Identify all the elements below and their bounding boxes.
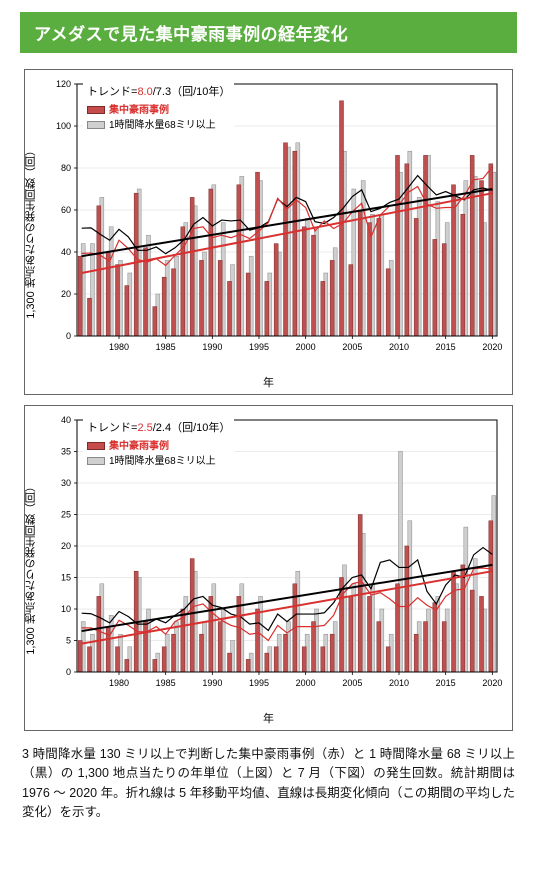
xlabel-top: 年	[29, 374, 508, 390]
svg-text:1985: 1985	[156, 678, 176, 688]
svg-text:2020: 2020	[482, 678, 502, 688]
svg-text:10: 10	[61, 604, 71, 614]
xlabel-bottom: 年	[29, 710, 508, 726]
svg-text:20: 20	[61, 541, 71, 551]
svg-text:40: 40	[61, 415, 71, 425]
svg-text:0: 0	[66, 331, 71, 341]
swatch-gray	[87, 121, 105, 129]
trend-prefix: トレンド=	[87, 422, 137, 434]
svg-text:120: 120	[56, 79, 71, 89]
svg-text:2015: 2015	[436, 678, 456, 688]
legend-red-label: 集中豪雨事例	[109, 103, 169, 118]
ylabel-top: 1,300 地点あたりの発生回数（回）	[23, 145, 39, 319]
legend-red-label: 集中豪雨事例	[109, 439, 169, 454]
svg-text:2005: 2005	[342, 342, 362, 352]
svg-text:80: 80	[61, 163, 71, 173]
svg-text:100: 100	[56, 121, 71, 131]
chart-annual: 1,300 地点あたりの発生回数（回） トレンド=8.0/7.3（回/10年） …	[24, 69, 513, 395]
svg-text:2005: 2005	[342, 678, 362, 688]
legend-row-gray: 1時間降水量68ミリ以上	[87, 454, 230, 469]
svg-text:1980: 1980	[109, 678, 129, 688]
trend-red-value: 8.0	[137, 86, 152, 98]
svg-text:2000: 2000	[296, 678, 316, 688]
legend-gray-label: 1時間降水量68ミリ以上	[109, 118, 216, 133]
legend-row-gray: 1時間降水量68ミリ以上	[87, 118, 230, 133]
svg-text:2010: 2010	[389, 678, 409, 688]
trend-top: トレンド=8.0/7.3（回/10年）	[87, 84, 230, 101]
svg-text:2000: 2000	[296, 342, 316, 352]
legend-row-red: 集中豪雨事例	[87, 103, 230, 118]
svg-text:1990: 1990	[202, 678, 222, 688]
legend-top: トレンド=8.0/7.3（回/10年） 集中豪雨事例 1時間降水量68ミリ以上	[83, 82, 234, 135]
svg-text:60: 60	[61, 205, 71, 215]
svg-text:1985: 1985	[156, 342, 176, 352]
svg-text:25: 25	[61, 510, 71, 520]
svg-text:2020: 2020	[482, 342, 502, 352]
trend-black-value: /2.4（回/10年）	[153, 422, 231, 434]
legend-bottom: トレンド=2.5/2.4（回/10年） 集中豪雨事例 1時間降水量68ミリ以上	[83, 418, 234, 471]
swatch-gray	[87, 457, 105, 465]
swatch-red	[87, 106, 105, 114]
trend-prefix: トレンド=	[87, 86, 137, 98]
svg-text:40: 40	[61, 247, 71, 257]
swatch-red	[87, 442, 105, 450]
trend-bottom: トレンド=2.5/2.4（回/10年）	[87, 420, 230, 437]
svg-text:1990: 1990	[202, 342, 222, 352]
ylabel-bottom: 1,300 地点あたりの発生回数（回）	[23, 481, 39, 655]
legend-row-red: 集中豪雨事例	[87, 439, 230, 454]
legend-gray-label: 1時間降水量68ミリ以上	[109, 454, 216, 469]
svg-text:1995: 1995	[249, 342, 269, 352]
svg-text:0: 0	[66, 667, 71, 677]
svg-text:1995: 1995	[249, 678, 269, 688]
caption: 3 時間降水量 130 ミリ以上で判断した集中豪雨事例（赤）と 1 時間降水量 …	[22, 745, 515, 823]
svg-text:2010: 2010	[389, 342, 409, 352]
svg-text:35: 35	[61, 447, 71, 457]
svg-text:30: 30	[61, 478, 71, 488]
svg-text:1980: 1980	[109, 342, 129, 352]
trend-red-value: 2.5	[137, 422, 152, 434]
svg-text:15: 15	[61, 573, 71, 583]
chart-july: 1,300 地点あたりの発生回数（回） トレンド=2.5/2.4（回/10年） …	[24, 405, 513, 731]
svg-text:2015: 2015	[436, 342, 456, 352]
svg-text:20: 20	[61, 289, 71, 299]
trend-black-value: /7.3（回/10年）	[153, 86, 231, 98]
page-title: アメダスで見た集中豪雨事例の経年変化	[20, 12, 517, 53]
svg-text:5: 5	[66, 636, 71, 646]
